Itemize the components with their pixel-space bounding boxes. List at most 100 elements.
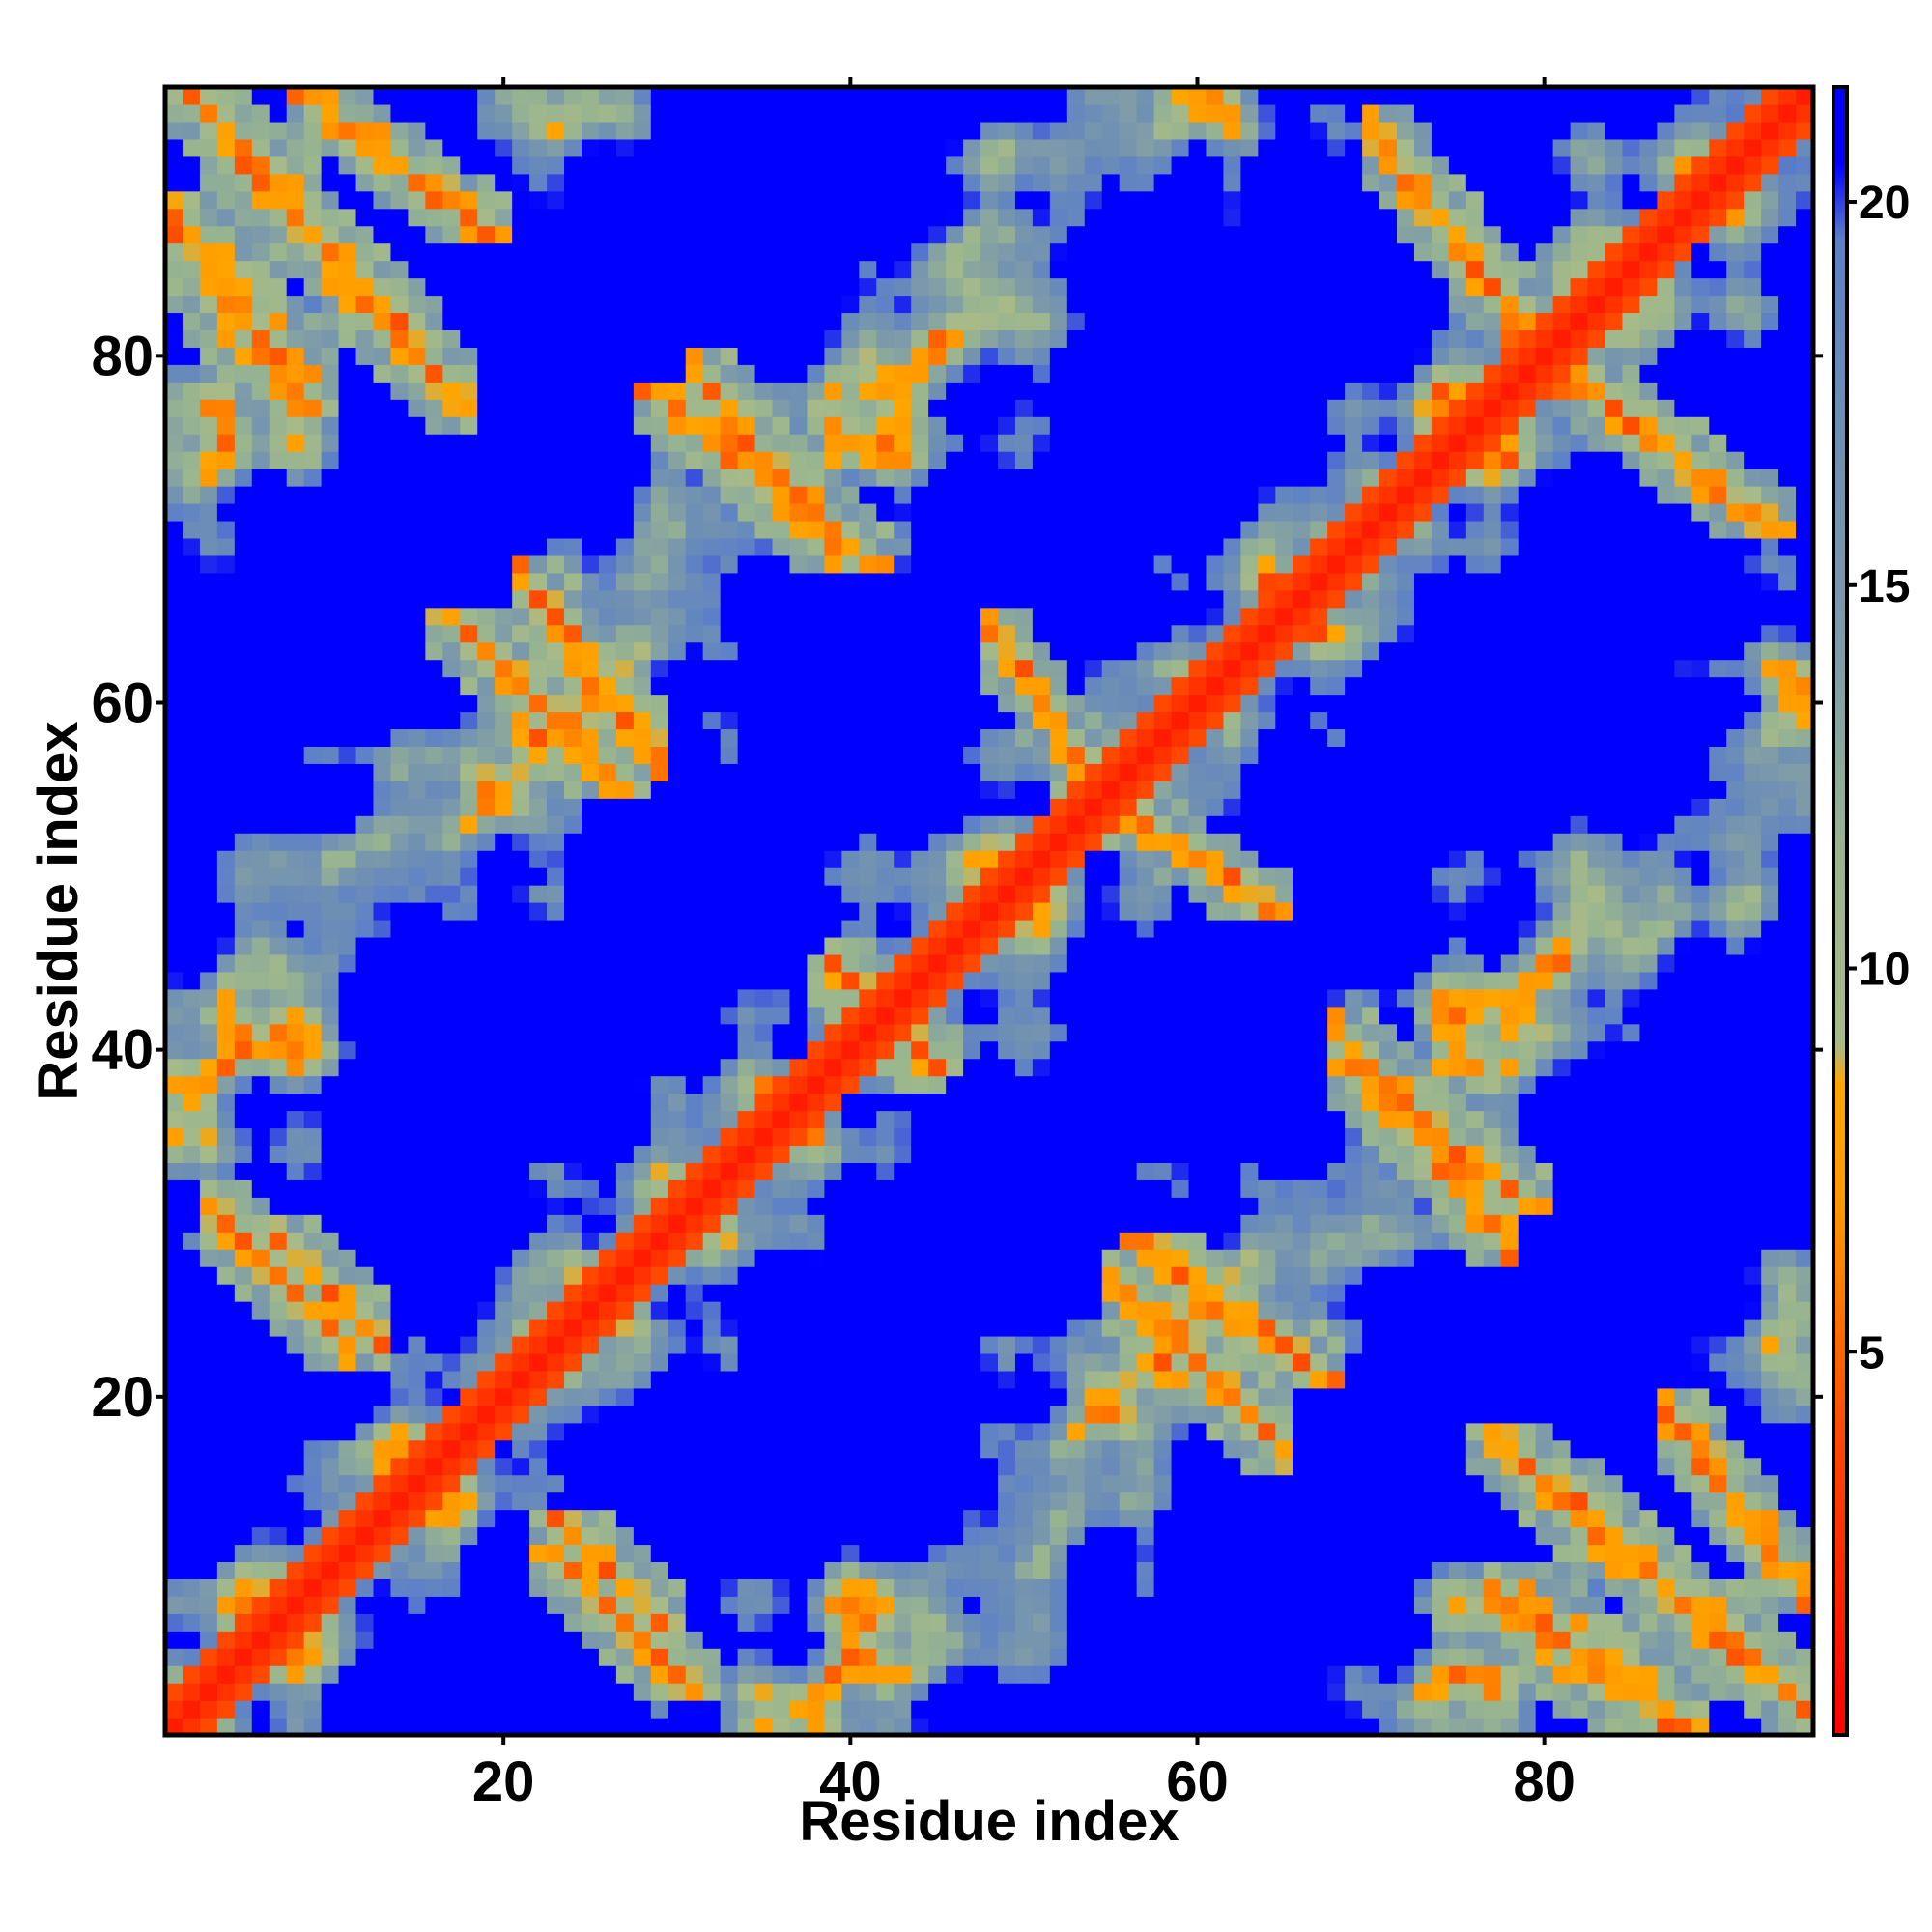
heatmap-cell [165,520,184,539]
heatmap-cell [702,1284,722,1302]
heatmap-cell [303,1093,323,1112]
heatmap-cell [737,1700,756,1719]
heatmap-cell [1014,537,1034,556]
heatmap-cell [997,572,1016,591]
heatmap-cell [1066,953,1086,973]
heatmap-cell [390,1197,410,1215]
heatmap-cell [598,711,617,730]
heatmap-cell [199,659,218,678]
heatmap-cell [495,1700,513,1719]
heatmap-cell [321,1613,340,1632]
heatmap-cell [338,659,357,678]
heatmap-cell [859,1197,877,1215]
heatmap-cell [390,554,410,574]
heatmap-cell [269,1665,288,1684]
heatmap-cell [199,156,218,175]
heatmap-cell [286,833,305,851]
heatmap-cell [251,1179,270,1198]
heatmap-cell [824,1561,842,1579]
heatmap-cell [598,1145,617,1163]
heatmap-cell [216,850,236,868]
heatmap-cell [928,486,947,504]
heatmap-cell [598,1474,617,1493]
heatmap-cell [720,953,739,973]
heatmap-cell [321,589,340,609]
heatmap-cell [390,1492,410,1511]
heatmap-cell [286,659,305,678]
heatmap-cell [216,1405,236,1424]
heatmap-cell [355,1526,375,1546]
heatmap-cell [859,1110,877,1129]
heatmap-cell [495,277,513,297]
heatmap-cell [442,676,461,696]
heatmap-cell [547,1266,565,1285]
heatmap-cell [581,260,600,279]
heatmap-cell [702,1040,722,1060]
heatmap-cell [303,988,323,1008]
heatmap-cell [911,1718,929,1736]
heatmap-cell [772,242,791,262]
heatmap-cell [460,537,478,556]
heatmap-cell [495,885,513,903]
heatmap-cell [650,988,669,1008]
heatmap-cell [547,1352,565,1372]
heatmap-cell [807,815,825,834]
heatmap-cell [547,121,565,140]
heatmap-cell [946,936,964,955]
heatmap-cell [754,451,774,469]
heatmap-cell [216,1352,236,1372]
heatmap-cell [425,1284,443,1302]
heatmap-cell [251,1127,270,1147]
heatmap-cell [911,1319,929,1337]
heatmap-cell [251,659,270,678]
heatmap-cell [408,554,426,574]
heatmap-cell [216,173,236,192]
heatmap-cell [702,885,722,903]
heatmap-cell [165,1526,184,1546]
heatmap-cell [789,347,809,365]
heatmap-cell [859,572,877,591]
heatmap-cell [702,1093,722,1112]
heatmap-cell [859,624,877,643]
heatmap-cell [564,1006,582,1025]
heatmap-cell [477,1631,496,1649]
heatmap-cell [894,103,912,123]
heatmap-cell [789,486,809,504]
heatmap-cell [216,451,236,469]
heatmap-cell [841,711,860,730]
heatmap-cell [928,1405,947,1424]
heatmap-cell [338,1613,357,1632]
heatmap-cell [547,798,565,816]
heatmap-cell [529,1040,548,1060]
heatmap-cell [841,676,860,696]
heatmap-cell [980,138,999,157]
heatmap-cell [1032,1648,1051,1666]
heatmap-cell [321,242,340,262]
heatmap-cell [911,382,929,400]
heatmap-cell [1032,173,1051,192]
heatmap-cell [286,1214,305,1233]
heatmap-cell [1014,208,1034,227]
heatmap-cell [1014,1319,1034,1337]
heatmap-cell [547,312,565,331]
heatmap-cell [754,711,774,730]
heatmap-cell [633,781,652,799]
heatmap-cell [911,1457,929,1476]
heatmap-cell [321,1319,340,1337]
heatmap-cell [529,1319,548,1337]
heatmap-cell [633,1665,652,1684]
heatmap-cell [650,659,669,678]
heatmap-cell [234,382,253,400]
heatmap-cell [772,399,791,417]
heatmap-cell [182,399,201,417]
heatmap-cell [460,885,478,903]
heatmap-cell [650,1058,669,1077]
heatmap-cell [286,486,305,504]
heatmap-cell [355,1648,375,1666]
heatmap-cell [789,173,809,192]
heatmap-cell [165,1162,184,1180]
heatmap-cell [824,347,842,365]
heatmap-cell [512,295,530,314]
heatmap-cell [997,1023,1016,1042]
heatmap-cell [512,1006,530,1025]
